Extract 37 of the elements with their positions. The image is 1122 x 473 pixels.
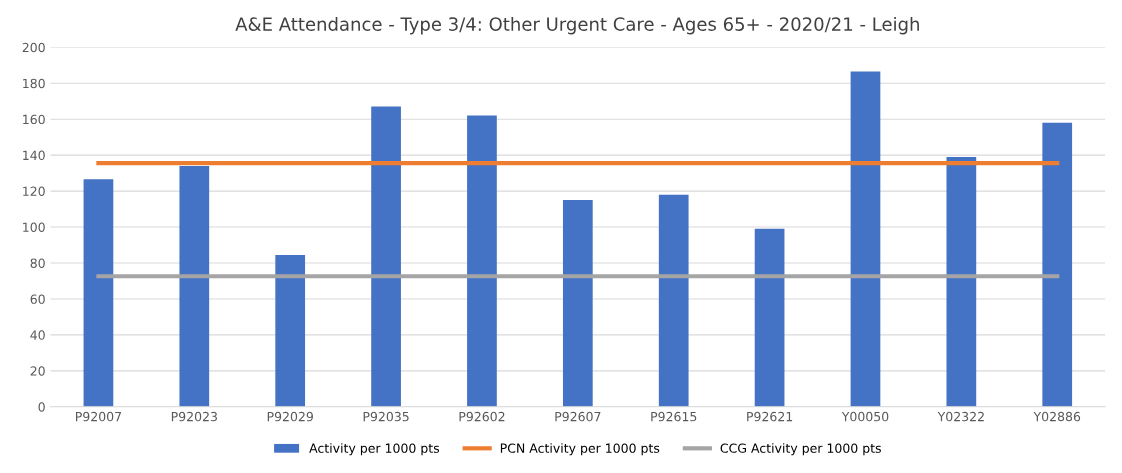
x-tick-label: P92023 — [171, 411, 217, 422]
bar — [371, 106, 401, 407]
y-tick-label: 0 — [38, 402, 45, 412]
x-tick-label: P92615 — [651, 411, 697, 422]
y-tick-label: 40 — [30, 330, 45, 340]
bar — [179, 165, 210, 407]
legend-label: Activity per 1000 pts — [309, 443, 440, 456]
x-tick-label: P92029 — [267, 411, 313, 422]
bar — [754, 228, 785, 407]
y-tick-label: 180 — [23, 78, 45, 89]
y-tick-label: 60 — [30, 294, 45, 304]
legend-label: PCN Activity per 1000 pts — [500, 443, 660, 456]
y-tick-label: 20 — [30, 366, 45, 376]
x-tick-label: Y02322 — [937, 411, 984, 422]
x-tick-label: P92621 — [747, 411, 793, 422]
chart-title: A&E Attendance - Type 3/4: Other Urgent Care - Ages 65+ - 2020/21 - Leigh — [235, 16, 919, 35]
x-tick-label: Y00050 — [841, 411, 889, 422]
bar — [275, 254, 306, 407]
bar — [1042, 122, 1073, 407]
bar — [83, 179, 114, 407]
y-tick-label: 120 — [23, 186, 45, 197]
x-tick-label: P92035 — [363, 411, 409, 422]
y-tick-label: 80 — [30, 258, 45, 268]
bar — [946, 156, 977, 407]
x-tick-label: P92607 — [555, 411, 601, 422]
y-tick-label: 100 — [23, 222, 45, 232]
y-tick-label: 160 — [23, 114, 45, 125]
bar — [467, 115, 497, 407]
x-tick-label: P92602 — [459, 411, 505, 422]
legend-label: CCG Activity per 1000 pts — [720, 443, 881, 456]
x-tick-label: Y02886 — [1033, 411, 1081, 422]
y-tick-label: 140 — [23, 150, 45, 161]
y-tick-label: 200 — [22, 42, 45, 53]
x-tick-label: P92007 — [76, 411, 122, 422]
bar — [850, 71, 881, 407]
bar — [658, 194, 689, 407]
bar — [562, 200, 593, 407]
